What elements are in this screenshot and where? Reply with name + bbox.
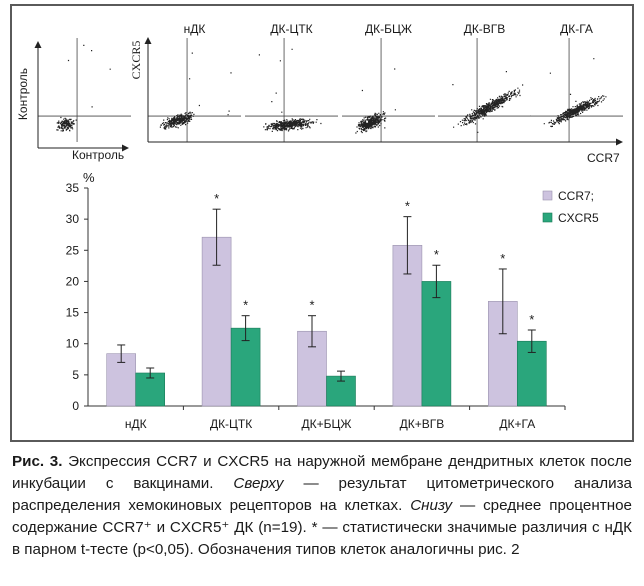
significance-star: *: [309, 298, 314, 313]
y-tick-label: 15: [66, 306, 80, 320]
y-tick-label: 10: [66, 337, 80, 351]
x-tick-label: ДК+БЦЖ: [302, 417, 352, 431]
flow-panel: [38, 38, 131, 142]
flow-panel-title: ДК-ГА: [560, 22, 593, 36]
legend-swatch: [542, 212, 553, 223]
legend-label: CCR7;: [558, 189, 594, 203]
flow-panel-title: ДК-БЦЖ: [365, 22, 412, 36]
significance-star: *: [434, 247, 439, 262]
caption-text-2: — результат цитометрического анализа рас…: [12, 475, 632, 514]
y-tick-label: 0: [72, 399, 79, 413]
cxcr5-y-label: CXCR5: [129, 41, 143, 80]
flow-panel: ДК-БЦЖ: [342, 22, 435, 142]
flow-scatter-dots: [543, 58, 607, 128]
flow-panel-title: нДК: [184, 22, 206, 36]
flow-panel: нДК: [148, 22, 241, 142]
flow-scatter-dots: [355, 68, 396, 134]
arrow-icon: [34, 41, 42, 48]
flow-scatter-dots: [258, 48, 322, 133]
control-x-label: Контроль: [72, 148, 124, 162]
flow-cytometry-panels: нДК ДК-ЦТК ДК-БЦЖ ДК-ВГВ ДК-ГА: [34, 22, 623, 152]
caption-label: Рис. 3.: [12, 453, 63, 470]
y-tick-label: 20: [66, 274, 80, 288]
bar: [135, 372, 165, 407]
control-y-label: Контроль: [16, 68, 30, 120]
significance-star: *: [500, 251, 505, 266]
flow-panel-title: ДК-ЦТК: [270, 22, 312, 36]
significance-star: *: [243, 298, 248, 313]
y-axis-label: %: [83, 170, 95, 185]
y-tick-label: 30: [66, 212, 80, 226]
ccr7-x-label: CCR7: [587, 151, 620, 165]
flow-scatter-dots: [56, 44, 111, 132]
arrow-icon: [616, 138, 623, 146]
significance-star: *: [214, 191, 219, 206]
y-tick-label: 25: [66, 243, 80, 257]
bar-chart: 0 5 10 15 20 25 30 35% нДК ДК-ЦТК * * ДК+БЦЖ * ДК+ВГВ *…: [66, 170, 599, 431]
flow-panel: ДК-ЦТК: [245, 22, 338, 142]
significance-star: *: [405, 199, 410, 214]
y-tick-label: 35: [66, 181, 80, 195]
flow-scatter-dots: [452, 71, 524, 133]
flow-scatter-dots: [159, 52, 232, 130]
x-tick-label: ДК+ГА: [499, 417, 535, 431]
caption-text-1: Экспрессия CCR7 и CXCR5 на наружной мемб…: [12, 453, 632, 492]
caption-top-word: Сверху: [233, 475, 284, 492]
figure-canvas: нДК ДК-ЦТК ДК-БЦЖ ДК-ВГВ ДК-ГА Контроль Конт…: [16, 22, 623, 431]
legend-label: CXCR5: [558, 211, 599, 225]
x-tick-label: ДК+ВГВ: [400, 417, 445, 431]
flow-panel-title: ДК-ВГВ: [464, 22, 506, 36]
bar: [421, 281, 452, 407]
legend-swatch: [542, 190, 553, 201]
caption-text-3: — среднее процентное содержание CCR7⁺ и …: [12, 497, 632, 558]
x-tick-label: нДК: [125, 417, 147, 431]
caption-bottom-word: Снизу: [410, 497, 453, 514]
flow-panel: ДК-ВГВ: [438, 22, 531, 142]
significance-star: *: [529, 312, 534, 327]
x-tick-label: ДК-ЦТК: [210, 417, 252, 431]
figure-caption: Рис. 3. Экспрессия CCR7 и CXCR5 на наруж…: [12, 451, 632, 561]
flow-panel: ДК-ГА: [530, 22, 623, 142]
arrow-icon: [122, 144, 129, 152]
y-tick-label: 5: [72, 368, 79, 382]
arrow-icon: [144, 37, 152, 44]
bar: [230, 327, 261, 407]
